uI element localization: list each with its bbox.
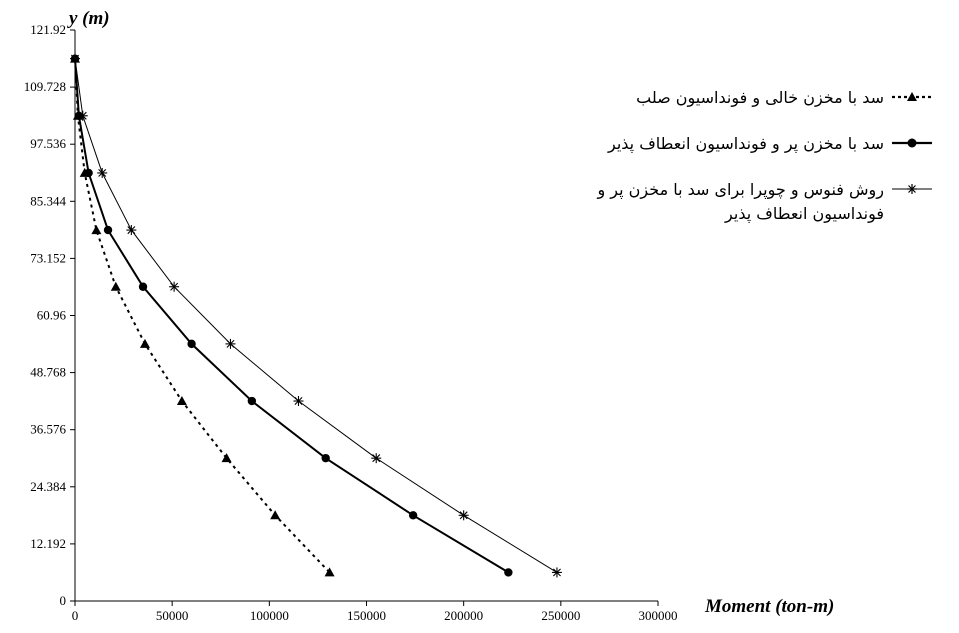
y-tick-label: 48.768 [30,365,66,380]
data-point [371,453,382,464]
data-point [293,396,304,407]
data-point [551,567,562,578]
legend-item-empty-rigid: سد با مخزن خالی و فونداسیون صلب [534,86,934,110]
x-tick-label: 250000 [541,608,580,623]
y-tick-label: 73.152 [30,250,66,265]
y-tick-label: 109.728 [24,79,66,94]
x-tick-label: 150000 [347,608,386,623]
dotted-triangle-icon [892,92,932,101]
series-layer [70,53,562,578]
plot-area: 0 12.192 24.384 36.576 48.768 60.96 73.152 85.3… [24,22,678,623]
legend-item-full-flexible: سد با مخزن پر و فونداسیون انعطاف پذیر [534,132,934,156]
legend-label-full-flexible: سد با مخزن پر و فونداسیون انعطاف پذیر [607,134,884,153]
circle-line-icon [892,138,932,148]
y-tick-label: 36.576 [30,422,66,437]
y-tick-label: 60.96 [37,308,67,323]
data-point [70,53,80,64]
x-axis-title: Moment (ton-m) [704,596,834,617]
data-point [77,110,88,121]
series-line [74,58,558,573]
data-point [84,168,93,178]
data-point [324,567,335,577]
data-point [169,281,180,292]
x-tick-label: 50000 [156,608,189,623]
series-circle [70,54,513,577]
data-point [221,453,232,463]
data-point [225,338,236,349]
x-tick-label: 300000 [639,608,678,623]
legend: سد با مخزن خالی و فونداسیون صلب سد با مخ… [534,86,934,248]
y-tick-label: 85.344 [30,193,66,208]
series-star [70,53,562,578]
y-tick-label: 12.192 [30,536,66,551]
x-tick-label: 100000 [250,608,289,623]
data-point [97,167,108,178]
data-point [176,396,187,406]
data-point [504,568,513,577]
star-line-icon [892,184,932,194]
data-point [110,281,121,291]
legend-item-fenves-chopra: روش فنوس و چوپرا برای سد با مخزن پر و فو… [534,178,934,226]
data-point [103,225,113,235]
data-point [91,225,102,235]
y-axis-title: y (m) [67,8,110,29]
axis-ticks: 0 12.192 24.384 36.576 48.768 60.96 73.152 85.3… [24,22,678,623]
data-point [138,282,148,291]
y-tick-label: 121.92 [30,22,66,37]
data-point [247,396,257,406]
data-point [126,225,137,236]
data-point [458,510,469,521]
series-line [74,58,509,574]
legend-label-fenves-chopra: روش فنوس و چوپرا برای سد با مخزن پر و فو… [597,180,884,223]
data-point [270,510,281,520]
data-point [139,338,150,348]
y-tick-label: 97.536 [30,136,66,151]
data-point [187,339,196,349]
legend-label-empty-rigid: سد با مخزن خالی و فونداسیون صلب [636,88,884,107]
data-point [408,511,418,520]
y-tick-label: 0 [60,593,67,608]
x-tick-label: 0 [72,608,79,623]
x-tick-label: 200000 [444,608,483,623]
y-tick-label: 24.384 [30,479,66,494]
series-line [74,58,331,574]
data-point [321,453,330,463]
